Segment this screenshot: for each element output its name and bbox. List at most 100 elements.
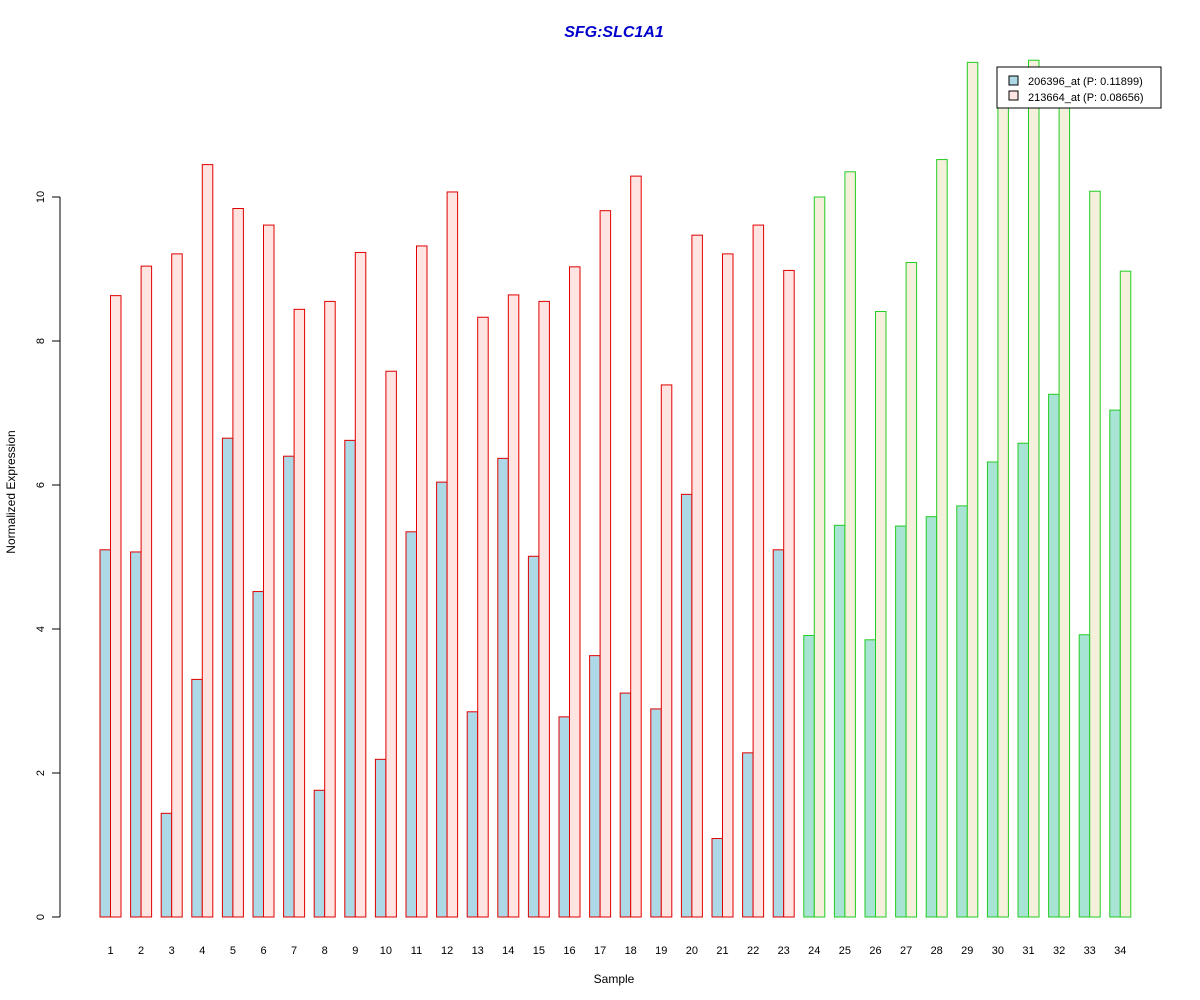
x-tick-label: 10 xyxy=(380,945,392,957)
bar-series-2-sample-23 xyxy=(783,269,795,918)
bar-series-1-sample-28 xyxy=(925,516,938,918)
y-tick-label: 4 xyxy=(35,626,47,632)
x-tick-label: 4 xyxy=(199,945,205,957)
x-tick-label: 22 xyxy=(747,945,759,957)
bar-series-1-sample-11 xyxy=(405,531,417,918)
y-tick-label: 10 xyxy=(35,191,47,203)
bar-series-2-sample-27 xyxy=(905,262,918,918)
bar-series-1-sample-7 xyxy=(283,455,295,918)
x-tick-label: 32 xyxy=(1053,945,1065,957)
bar-series-1-sample-5 xyxy=(221,437,234,918)
bar-series-2-sample-13 xyxy=(477,316,489,918)
legend-label-series-1: 206396_at (P: 0.11899) xyxy=(1028,76,1143,88)
x-tick-label: 11 xyxy=(411,945,422,957)
x-tick-label: 14 xyxy=(502,945,514,957)
bar-series-1-sample-2 xyxy=(130,551,142,918)
y-tick-label: 2 xyxy=(35,770,47,776)
bar-series-1-sample-34 xyxy=(1109,409,1121,918)
bar-series-1-sample-29 xyxy=(956,505,968,918)
x-tick-label: 23 xyxy=(778,945,790,957)
x-tick-label: 18 xyxy=(625,945,637,957)
x-tick-label: 29 xyxy=(961,945,973,957)
bar-series-2-sample-18 xyxy=(630,175,642,918)
x-tick-label: 9 xyxy=(352,945,358,957)
bar-series-1-sample-4 xyxy=(191,678,203,918)
bar-series-2-sample-25 xyxy=(844,171,856,918)
bar-series-1-sample-23 xyxy=(772,549,785,918)
bar-series-2-sample-10 xyxy=(385,370,397,918)
x-tick-label: 16 xyxy=(563,945,575,957)
x-tick-label: 34 xyxy=(1114,945,1126,957)
bar-series-2-sample-5 xyxy=(232,208,244,918)
bar-series-1-sample-16 xyxy=(558,716,570,918)
x-tick-label: 6 xyxy=(260,945,266,957)
legend-swatch-series-1 xyxy=(1008,75,1019,86)
bar-series-2-sample-31 xyxy=(1028,59,1040,918)
x-tick-label: 12 xyxy=(441,945,453,957)
bar-series-1-sample-30 xyxy=(986,461,999,918)
bar-series-2-sample-17 xyxy=(599,210,612,918)
bar-series-1-sample-22 xyxy=(742,752,754,918)
bar-series-1-sample-17 xyxy=(589,655,601,918)
bar-series-1-sample-25 xyxy=(833,524,846,918)
bar-series-2-sample-20 xyxy=(691,234,703,918)
bar-series-2-sample-21 xyxy=(722,253,734,918)
y-axis-label: Normalized Expression xyxy=(4,430,18,553)
x-tick-label: 8 xyxy=(322,945,328,957)
x-tick-labels: 1 2 3 4 5 6 7 8 9 10 11 12 13 14 15 16 17 18 19 20 21 22 23 24 2… xyxy=(107,945,1126,957)
bar-series-2-sample-26 xyxy=(875,310,887,918)
x-tick-label: 31 xyxy=(1022,945,1034,957)
x-tick-label: 27 xyxy=(900,945,912,957)
x-tick-label: 21 xyxy=(716,945,728,957)
y-tick-label: 8 xyxy=(35,338,47,344)
x-tick-label: 19 xyxy=(655,945,667,957)
chart-title: SFG:SLC1A1 xyxy=(564,24,664,41)
bar-series-1-sample-10 xyxy=(374,758,387,918)
bar-series-2-sample-4 xyxy=(201,164,214,918)
bar-series-1-sample-32 xyxy=(1048,393,1060,918)
bar-series-2-sample-7 xyxy=(293,308,306,918)
x-tick-label: 26 xyxy=(869,945,881,957)
legend-swatch-series-2 xyxy=(1008,90,1019,101)
bar-series-2-sample-32 xyxy=(1058,88,1071,918)
x-tick-label: 28 xyxy=(931,945,943,957)
bar-series-1-sample-12 xyxy=(436,481,448,918)
bar-series-1-sample-13 xyxy=(466,711,479,918)
x-tick-label: 5 xyxy=(230,945,236,957)
bar-series-2-sample-28 xyxy=(936,159,948,918)
bar-series-1-sample-8 xyxy=(313,789,326,918)
y-tick-label: 0 xyxy=(35,914,47,920)
bar-series-1-sample-6 xyxy=(252,591,264,918)
bar-series-1-sample-9 xyxy=(344,439,356,918)
bar-series-2-sample-11 xyxy=(416,245,428,918)
x-tick-label: 20 xyxy=(686,945,698,957)
bar-series-2-sample-30 xyxy=(997,88,1009,918)
x-tick-label: 1 xyxy=(107,945,113,957)
bar-series-2-sample-34 xyxy=(1119,270,1132,918)
x-tick-label: 2 xyxy=(138,945,144,957)
x-tick-label: 13 xyxy=(472,945,484,957)
bars-group xyxy=(99,59,1132,918)
bar-series-2-sample-15 xyxy=(538,300,550,918)
bar-series-2-sample-33 xyxy=(1089,190,1101,918)
x-tick-label: 17 xyxy=(594,945,606,957)
bar-series-2-sample-9 xyxy=(354,251,367,918)
bar-series-2-sample-3 xyxy=(171,253,183,918)
bar-series-2-sample-16 xyxy=(569,266,581,918)
bar-series-1-sample-19 xyxy=(650,708,662,918)
bar-series-2-sample-8 xyxy=(324,300,336,918)
bar-series-2-sample-29 xyxy=(966,61,979,918)
bar-series-2-sample-14 xyxy=(507,294,520,918)
y-axis: 0 2 4 6 8 10 xyxy=(35,191,61,920)
x-tick-label: 25 xyxy=(839,945,851,957)
x-tick-label: 24 xyxy=(808,945,820,957)
legend: 206396_at (P: 0.11899) 213664_at (P: 0.0… xyxy=(996,66,1162,109)
x-axis-label: Sample xyxy=(594,972,635,986)
bar-series-1-sample-21 xyxy=(711,838,723,918)
bar-series-2-sample-2 xyxy=(140,265,153,918)
bar-series-2-sample-22 xyxy=(752,224,765,918)
bar-series-2-sample-19 xyxy=(660,384,673,918)
legend-box xyxy=(996,66,1162,109)
bar-series-1-sample-27 xyxy=(895,525,907,918)
